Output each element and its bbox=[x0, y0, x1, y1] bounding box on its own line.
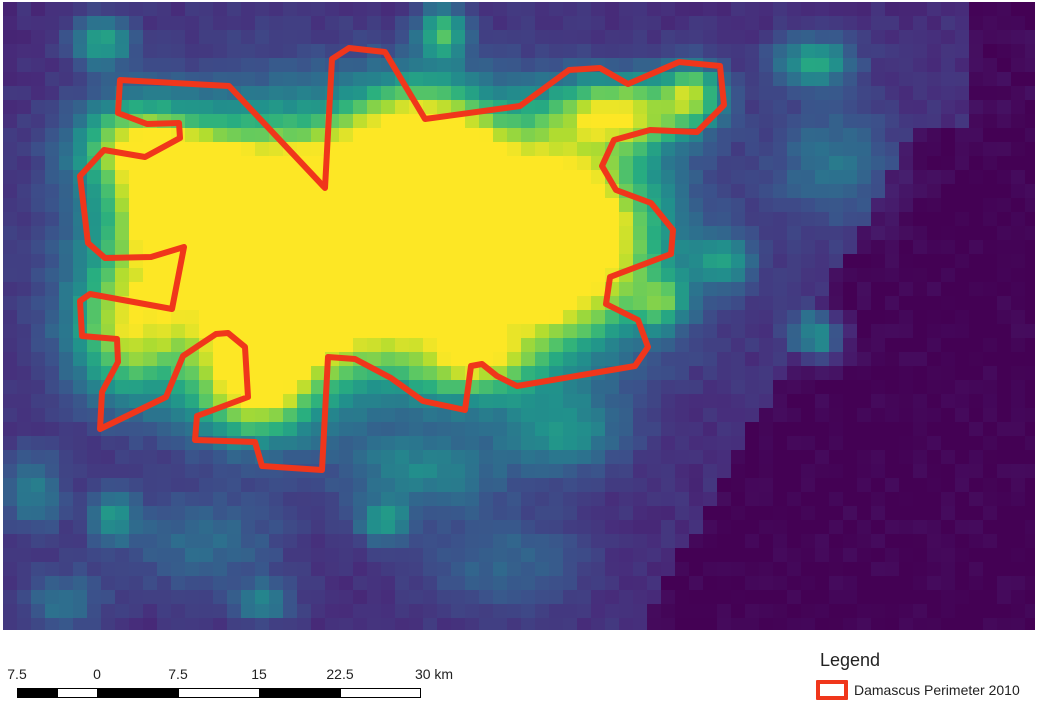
polygon-outline-icon bbox=[816, 680, 848, 700]
legend-item-perimeter: Damascus Perimeter 2010 bbox=[816, 680, 1020, 700]
scale-label: 15 bbox=[251, 666, 267, 682]
scale-label: 7.5 bbox=[168, 666, 188, 682]
legend-title: Legend bbox=[820, 650, 881, 670]
scale-segment bbox=[97, 688, 179, 698]
legend-item-label: Damascus Perimeter 2010 bbox=[854, 682, 1020, 698]
scale-label: 0 bbox=[93, 666, 101, 682]
scale-segment bbox=[57, 688, 98, 698]
scale-label: 7.5 bbox=[7, 666, 27, 682]
damascus-perimeter-polygon bbox=[77, 45, 727, 473]
scale-label: 22.5 bbox=[326, 666, 354, 682]
scale-segment bbox=[340, 688, 421, 698]
legend: Legend Damascus Perimeter 2010 bbox=[812, 648, 1036, 704]
scale-segment bbox=[17, 688, 58, 698]
map-view[interactable] bbox=[3, 2, 1035, 630]
scale-segment bbox=[259, 688, 341, 698]
scale-bar: 7.5 0 7.5 15 22.5 30 km bbox=[0, 660, 480, 704]
scale-segment bbox=[178, 688, 260, 698]
scale-label: 30 km bbox=[414, 666, 454, 682]
damascus-perimeter-layer bbox=[77, 45, 727, 473]
